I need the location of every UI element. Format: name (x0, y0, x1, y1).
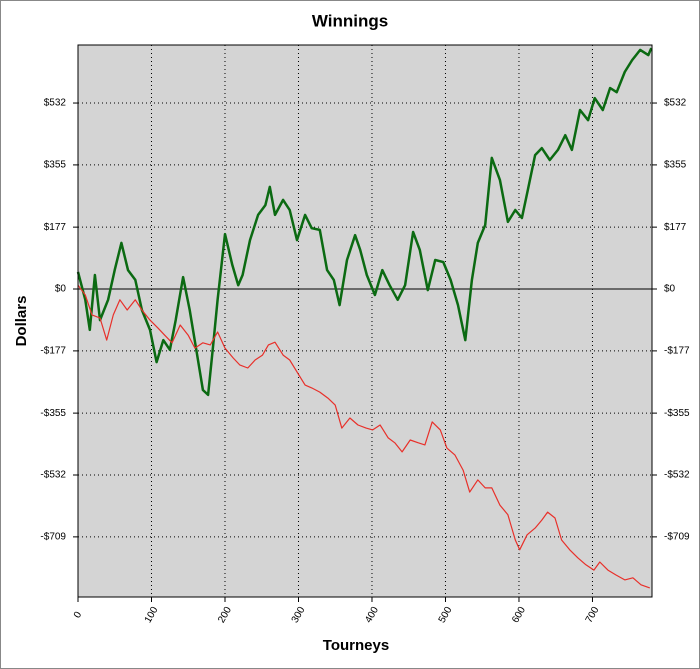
y-tick-label: -$709 (40, 532, 66, 543)
y-tick-label: $177 (44, 222, 67, 233)
y2-tick-label: -$355 (664, 408, 690, 419)
series-line (76, 47, 653, 397)
y2-tick-label: -$177 (664, 346, 690, 357)
y-tick-label: -$355 (40, 408, 66, 419)
y-tick-label: -$532 (40, 470, 66, 481)
plot-area (78, 45, 652, 597)
plot-border (77, 44, 653, 598)
chart-title: Winnings (312, 11, 388, 30)
y2-tick-label: $355 (664, 160, 687, 171)
y-tick-label: $532 (44, 98, 67, 109)
y-tick-label: $0 (55, 284, 67, 295)
y2-tick-label: -$532 (664, 470, 690, 481)
y2-tick-label: $0 (664, 284, 676, 295)
series-line (77, 284, 650, 589)
y-tick-label: -$177 (40, 346, 66, 357)
x-tick-label: 0 (72, 610, 85, 621)
y-tick-label: $355 (44, 160, 67, 171)
y2-tick-label: $532 (664, 98, 687, 109)
y2-tick-label: -$709 (664, 532, 690, 543)
x-axis-label: Tourneys (323, 637, 389, 654)
y-axis-label: Dollars (13, 296, 30, 347)
y2-tick-label: $177 (664, 222, 687, 233)
